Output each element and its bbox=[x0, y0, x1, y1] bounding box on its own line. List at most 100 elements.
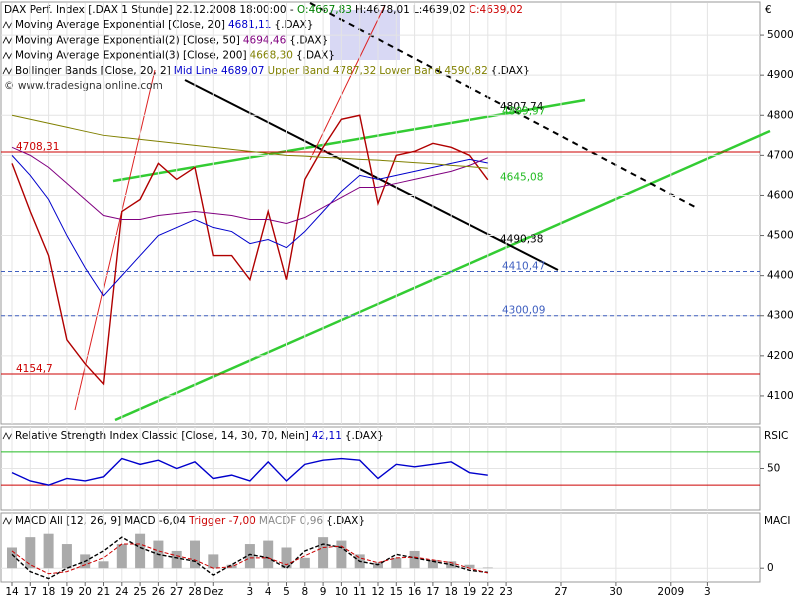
x-tick-label: 23 bbox=[499, 586, 512, 598]
x-tick-label: 19 bbox=[463, 586, 476, 598]
legend-icon bbox=[2, 51, 13, 60]
title-text: DAX Perf. Index [.DAX 1 Stunde] 22.12.20… bbox=[4, 4, 294, 16]
legend-icon bbox=[2, 21, 13, 29]
y-tick-label: 4700 bbox=[767, 149, 794, 161]
indicator-legend: Moving Average Exponential [Close, 20] 46… bbox=[15, 19, 313, 31]
trend-line bbox=[309, 4, 386, 161]
y-tick-label: 4500 bbox=[767, 230, 794, 242]
x-tick-label: 17 bbox=[24, 586, 37, 598]
x-tick-label: 25 bbox=[133, 586, 146, 598]
legend-part: Lower Band 4590,82 bbox=[379, 65, 488, 77]
price-panel bbox=[0, 1, 761, 425]
y-tick-label: 50 bbox=[767, 463, 780, 475]
series-line bbox=[11, 543, 488, 575]
x-tick-label: 21 bbox=[97, 586, 110, 598]
legend-part: {.DAX} bbox=[274, 19, 313, 31]
x-tick-label: 18 bbox=[445, 586, 458, 598]
chart-title: DAX Perf. Index [.DAX 1 Stunde] 22.12.20… bbox=[4, 4, 523, 16]
series-line bbox=[11, 114, 489, 386]
axis-label: MACI bbox=[764, 515, 791, 527]
axis-label: RSIC bbox=[764, 430, 788, 442]
legend-icon bbox=[2, 67, 13, 75]
level-label: 4807,74 bbox=[500, 101, 544, 113]
histogram-bar bbox=[464, 564, 475, 569]
legend-part: Bollinger Bands [Close, 20, 2] bbox=[15, 65, 171, 77]
histogram-bar bbox=[336, 540, 347, 569]
legend-part: {.DAX} bbox=[491, 65, 530, 77]
histogram-bar bbox=[61, 544, 72, 569]
x-tick-label: 22 bbox=[481, 586, 494, 598]
y-tick-label: 5000 bbox=[767, 29, 794, 41]
x-tick-label: 17 bbox=[426, 586, 439, 598]
legend-part: {.DAX} bbox=[296, 50, 335, 62]
legend-part: {.DAX} bbox=[326, 515, 365, 527]
histogram-bar bbox=[409, 550, 420, 569]
histogram-bar bbox=[7, 547, 17, 569]
x-tick-label: 11 bbox=[353, 586, 366, 598]
x-tick-label: 26 bbox=[152, 586, 166, 598]
histogram-bar bbox=[25, 537, 36, 569]
histogram-bar bbox=[427, 559, 438, 569]
legend-part: Mid Line 4689,07 bbox=[174, 65, 265, 77]
y-tick-label: 4300 bbox=[767, 310, 794, 322]
y-tick-label: 0 bbox=[767, 562, 774, 574]
x-tick-label: 9 bbox=[320, 586, 327, 598]
histogram-bar bbox=[244, 544, 255, 569]
ohlc-value: L:4639,02 bbox=[413, 4, 466, 16]
trend-line bbox=[309, 2, 696, 208]
level-label: 4708,31 bbox=[16, 141, 59, 153]
legend-part: Upper Band 4787,32 bbox=[267, 65, 376, 77]
y-tick-label: 4900 bbox=[767, 69, 794, 81]
x-tick-label: 27 bbox=[170, 586, 183, 598]
currency: € bbox=[765, 4, 772, 16]
level-label: 4300,09 bbox=[502, 305, 545, 317]
ohlc-value: O:4667,83 bbox=[297, 4, 352, 16]
histogram-bar bbox=[190, 540, 200, 569]
x-tick-label: 4 bbox=[265, 586, 272, 598]
histogram-bar bbox=[299, 557, 310, 569]
legend-part: MACD All [12, 26, 9] bbox=[15, 515, 121, 527]
histogram-bar bbox=[482, 567, 493, 569]
x-tick-label: 8 bbox=[301, 586, 308, 598]
level-label: 4490,38 bbox=[500, 233, 543, 245]
series-line bbox=[11, 146, 488, 225]
level-label: 4645,08 bbox=[500, 171, 543, 183]
legend-part: {.DAX} bbox=[345, 430, 384, 442]
ohlc-value: C:4639,02 bbox=[469, 4, 523, 16]
series-line bbox=[11, 536, 488, 580]
histogram-bar bbox=[98, 561, 109, 569]
legend-part: 4694,46 bbox=[243, 34, 287, 46]
x-tick-label: 18 bbox=[42, 586, 55, 598]
x-tick-label: 19 bbox=[60, 586, 73, 598]
x-tick-label: 27 bbox=[554, 586, 567, 598]
histogram-bar bbox=[171, 550, 182, 569]
ohlc-value: H:4678,01 bbox=[355, 4, 410, 16]
y-tick-label: 4100 bbox=[767, 390, 794, 402]
histogram-bar bbox=[43, 533, 54, 569]
macd-panel bbox=[0, 512, 761, 583]
x-tick-label: 14 bbox=[5, 586, 19, 598]
histogram-bar bbox=[263, 540, 274, 569]
indicator-legend: Moving Average Exponential(2) [Close, 50… bbox=[15, 34, 328, 46]
legend-part: Moving Average Exponential [Close, 20] bbox=[15, 19, 225, 31]
x-tick-label: 24 bbox=[115, 586, 129, 598]
x-tick-label: 10 bbox=[335, 586, 348, 598]
x-tick-label: 28 bbox=[188, 586, 201, 598]
legend-part: 42,11 bbox=[312, 430, 342, 442]
y-tick-label: 4600 bbox=[767, 189, 794, 201]
x-tick-label: 30 bbox=[609, 586, 622, 598]
x-tick-label: 20 bbox=[79, 586, 92, 598]
x-tick-label: Dez bbox=[203, 586, 224, 598]
indicator-legend: Relative Strength Index Classic [Close, … bbox=[15, 430, 384, 442]
x-tick-label: 15 bbox=[390, 586, 403, 598]
level-label: 4410,47 bbox=[502, 260, 545, 272]
legend-part: Relative Strength Index Classic [Close, … bbox=[15, 430, 309, 442]
indicator-legend: Moving Average Exponential(3) [Close, 20… bbox=[15, 50, 335, 62]
legend-icon bbox=[2, 432, 13, 440]
x-tick-label: 5 bbox=[283, 586, 290, 598]
legend-part: Moving Average Exponential(2) [Close, 50… bbox=[15, 34, 240, 46]
level-label: 4809,97 bbox=[502, 105, 545, 117]
y-tick-label: 4400 bbox=[767, 270, 794, 282]
legend-icon bbox=[2, 36, 13, 45]
